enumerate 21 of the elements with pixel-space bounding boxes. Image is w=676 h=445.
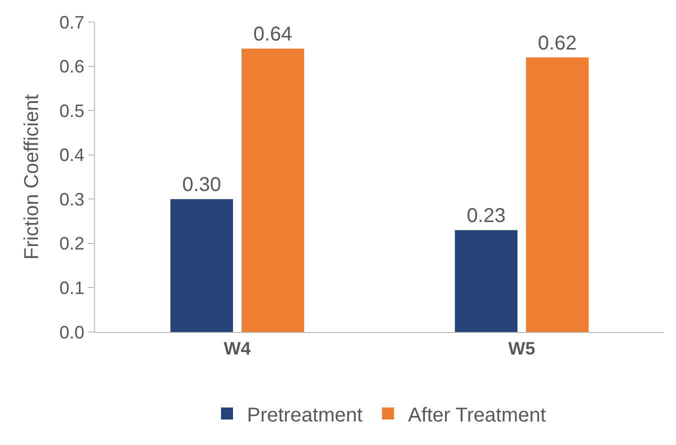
bar — [526, 57, 589, 332]
data-label: 0.23 — [466, 205, 506, 228]
legend-label: Pretreatment — [247, 404, 364, 426]
data-label: 0.64 — [253, 24, 292, 46]
data-label: 0.62 — [538, 32, 577, 54]
data-label: 0.30 — [182, 174, 222, 196]
y-tick-label: 0.1 — [59, 278, 84, 298]
bar — [170, 199, 233, 332]
y-axis-title: Friction Coefficient — [20, 94, 43, 260]
y-tick-label: 0.2 — [59, 234, 84, 254]
bar — [242, 48, 304, 332]
legend-label: After Treatment — [408, 404, 546, 426]
x-tick-label: W5 — [508, 338, 536, 359]
bar — [454, 230, 518, 332]
y-tick-label: 0.3 — [59, 189, 84, 210]
y-tick-label: 0.5 — [59, 100, 84, 121]
y-tick-label: 0.7 — [59, 12, 84, 32]
y-tick-label: 0.4 — [59, 145, 84, 166]
y-tick-label: 0.0 — [59, 322, 84, 342]
y-tick-label: 0.6 — [59, 56, 84, 77]
x-tick-label: W4 — [224, 338, 251, 359]
